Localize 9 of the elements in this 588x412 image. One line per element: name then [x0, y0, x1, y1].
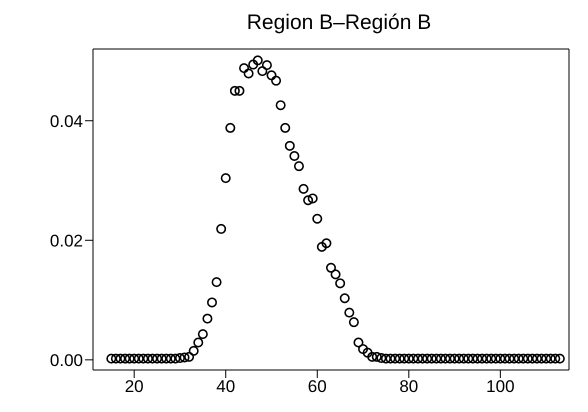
- x-tick-label: 80: [399, 377, 418, 396]
- x-tick-label: 60: [308, 377, 327, 396]
- x-tick-label: 20: [124, 377, 144, 396]
- x-tick-label: 40: [216, 377, 236, 396]
- y-tick-label: 0.04: [50, 112, 83, 131]
- y-tick-label: 0.00: [50, 350, 83, 370]
- x-tick-label: 100: [486, 377, 515, 396]
- chart-title: Region B–Región B: [246, 10, 432, 36]
- y-tick-label: 0.02: [50, 231, 83, 250]
